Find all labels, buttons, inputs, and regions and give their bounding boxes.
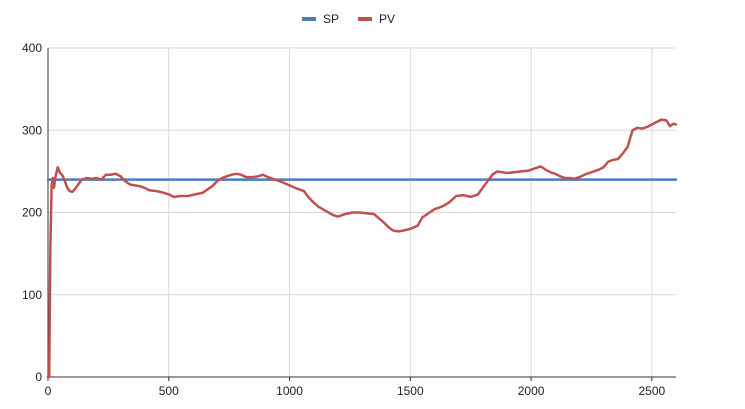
x-tick-label-1000: 1000 — [276, 384, 303, 398]
legend-swatch-sp — [302, 17, 316, 21]
x-tick-label-2500: 2500 — [638, 384, 665, 398]
x-tick-label-0: 0 — [45, 384, 52, 398]
y-tick-label-100: 100 — [22, 288, 42, 302]
y-tick-label-400: 400 — [22, 41, 42, 55]
x-tick-label-500: 500 — [159, 384, 179, 398]
axes — [47, 48, 676, 378]
y-axis-ticks: 0 100 200 300 400 — [22, 41, 42, 384]
legend-label-sp: SP — [323, 12, 339, 26]
x-tick-label-1500: 1500 — [397, 384, 424, 398]
grid-lines — [48, 47, 676, 377]
series-line-pv — [46, 118, 678, 379]
y-tick-label-200: 200 — [22, 206, 42, 220]
legend: SP PV — [302, 12, 395, 26]
x-tick-label-2000: 2000 — [518, 384, 545, 398]
legend-item-pv: PV — [358, 12, 395, 26]
legend-item-sp: SP — [302, 12, 339, 26]
legend-swatch-pv — [358, 17, 372, 21]
y-tick-label-0: 0 — [35, 370, 42, 384]
legend-label-pv: PV — [379, 12, 395, 26]
series-layer — [46, 118, 678, 379]
y-tick-label-300: 300 — [22, 123, 42, 137]
x-axis-ticks: 0 500 1000 1500 2000 2500 — [45, 377, 666, 398]
